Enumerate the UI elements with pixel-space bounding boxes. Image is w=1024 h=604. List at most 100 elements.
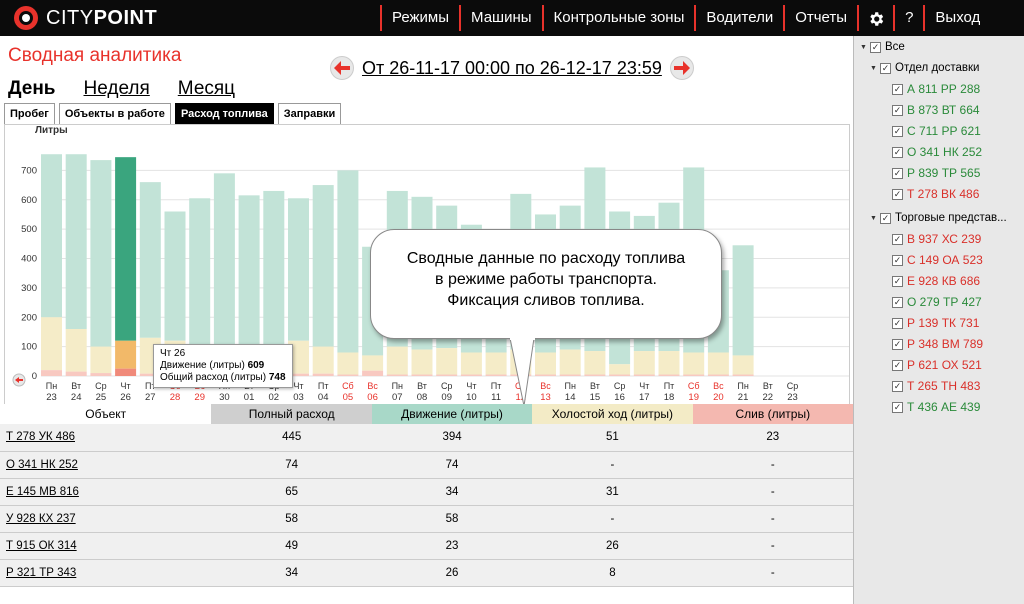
vehicle-checkbox[interactable]: ✓ [892,188,903,200]
tree-group[interactable]: ▼ ✓ Отдел доставки [870,62,979,74]
bar-drain [90,373,112,376]
help-button[interactable]: ? [893,5,923,31]
tab-day[interactable]: День [8,78,56,99]
range-text[interactable]: От 26-11-17 00:00 по 26-12-17 23:59 [362,57,662,78]
vehicle-checkbox[interactable]: ✓ [892,125,903,137]
expand-icon[interactable]: ▼ [870,214,877,222]
callout-line-1: Сводные данные по расходу топлива [406,250,686,267]
nav-reports[interactable]: Отчеты [783,5,857,31]
tab-week[interactable]: Неделя [83,78,150,99]
vehicle-checkbox[interactable]: ✓ [892,275,903,287]
tab-objects-at-work[interactable]: Объекты в работе [58,103,171,125]
vehicle-checkbox[interactable]: ✓ [892,380,903,392]
tree-vehicle[interactable]: ✓ А 811 РР 288 [892,82,980,96]
tree-vehicle[interactable]: ✓ Р 621 ОХ 521 [892,358,982,372]
cell-object[interactable]: Т 915 ОК 314 [0,532,212,560]
tree-all-label: Все [885,41,905,53]
next-range-button[interactable] [669,56,694,80]
vehicle-checkbox[interactable]: ✓ [892,338,903,350]
expand-icon[interactable]: ▼ [860,43,867,51]
group-checkbox[interactable]: ✓ [880,62,891,74]
vehicle-checkbox[interactable]: ✓ [892,233,903,245]
tab-fuel-consumption[interactable]: Расход топлива [174,103,274,125]
tab-mileage[interactable]: Пробег [4,103,55,125]
x-tick-day: Вт [763,381,773,391]
group-checkbox[interactable]: ✓ [880,212,891,224]
nav-drivers[interactable]: Водители [694,5,783,31]
cell-object[interactable]: Р 321 ТР 343 [0,559,212,587]
logout-button[interactable]: Выход [923,5,990,31]
expand-icon[interactable]: ▼ [870,64,877,72]
tree-group[interactable]: ▼ ✓ Торговые представ... [870,212,1007,224]
cell-drain: - [692,505,853,533]
tree-vehicle[interactable]: ✓ Т 278 ВК 486 [892,187,979,201]
nav-control-zones[interactable]: Контрольные зоны [541,5,695,31]
x-tick-day: Сб [342,381,354,391]
vehicle-checkbox[interactable]: ✓ [892,104,903,116]
tree-vehicle[interactable]: ✓ Р 139 ТК 731 [892,316,979,330]
x-tick-date: 23 [46,392,57,403]
x-tick-day: Чт [639,381,649,391]
tree-vehicle[interactable]: ✓ О 279 ТР 427 [892,295,982,309]
x-tick-date: 17 [639,392,650,403]
col-object[interactable]: Объект [0,404,212,424]
x-tick-date: 24 [71,392,82,403]
settings-button[interactable] [857,5,893,31]
tab-month[interactable]: Месяц [177,78,236,99]
tree-vehicle[interactable]: ✓ Е 928 КВ 686 [892,274,980,288]
vehicle-checkbox[interactable]: ✓ [892,296,903,308]
checkbox-all[interactable]: ✓ [870,41,881,53]
logo[interactable]: CITYPOINT [0,6,380,30]
x-tick-date: 09 [441,392,452,403]
table-row: У 928 КХ 237 58 58- - [0,505,853,533]
callout-bubble: Сводные данные по расходу топлива в режи… [370,229,722,339]
x-tick-day: Вс [540,381,551,391]
tree-vehicle[interactable]: ✓ Р 348 ВМ 789 [892,337,983,351]
vehicle-checkbox[interactable]: ✓ [892,359,903,371]
bar-drain [485,374,507,376]
nav-vehicles[interactable]: Машины [459,5,541,31]
cell-drain: - [692,559,853,587]
vehicle-checkbox[interactable]: ✓ [892,167,903,179]
vehicle-checkbox[interactable]: ✓ [892,401,903,413]
x-tick-date: 29 [194,392,205,403]
tree-vehicle[interactable]: ✓ Р 839 ТР 565 [892,166,980,180]
y-tick-label: 600 [21,195,37,206]
tooltip-move-value: 609 [247,360,265,371]
bar-idle [658,351,680,375]
vehicle-tree: ▼ ✓ Все ▼ ✓ Отдел доставки ✓ А 811 РР 288 ✓ В … [853,36,1024,604]
vehicle-checkbox[interactable]: ✓ [892,254,903,266]
nav-modes[interactable]: Режимы [380,5,459,31]
vehicle-label: В 937 ХС 239 [907,232,982,246]
x-tick-date: 30 [219,392,230,403]
tree-vehicle[interactable]: ✓ В 937 ХС 239 [892,232,981,246]
vehicle-checkbox[interactable]: ✓ [892,146,903,158]
cell-object[interactable]: У 928 КХ 237 [0,505,212,533]
tree-all[interactable]: ▼ ✓ Все [860,41,905,53]
col-idle[interactable]: Холостой ход (литры) [532,404,693,424]
cell-object[interactable]: Е 145 МВ 816 [0,478,212,506]
tree-vehicle[interactable]: ✓ О 341 НК 252 [892,145,982,159]
vehicle-checkbox[interactable]: ✓ [892,83,903,95]
tree-vehicle[interactable]: ✓ Т 265 ТН 483 [892,379,980,393]
col-move[interactable]: Движение (литры) [371,404,533,424]
cell-move: 74 [371,451,533,479]
vehicle-checkbox[interactable]: ✓ [892,317,903,329]
col-total[interactable]: Полный расход [211,404,372,424]
tree-vehicle[interactable]: ✓ С 711 РР 621 [892,124,981,138]
col-drain[interactable]: Слив (литры) [692,404,853,424]
prev-range-button[interactable] [330,56,354,80]
tab-refuels[interactable]: Заправки [277,103,342,125]
bar-move [337,170,359,353]
cell-object[interactable]: Т 278 УК 486 [0,424,212,452]
tree-vehicle[interactable]: ✓ С 149 ОА 523 [892,253,983,267]
tooltip-move-label: Движение (литры) [160,360,245,371]
y-tick-label: 300 [21,283,37,294]
bar-drain [337,374,359,376]
table-row: Т 915 ОК 314 49 23 26- [0,532,853,560]
bar-move [189,198,211,350]
tree-vehicle[interactable]: ✓ В 873 ВТ 664 [892,103,980,117]
cell-object[interactable]: О 341 НК 252 [0,451,212,479]
tree-vehicle[interactable]: ✓ Т 436 АЕ 439 [892,400,980,414]
vehicle-label: Р 839 ТР 565 [907,166,981,180]
